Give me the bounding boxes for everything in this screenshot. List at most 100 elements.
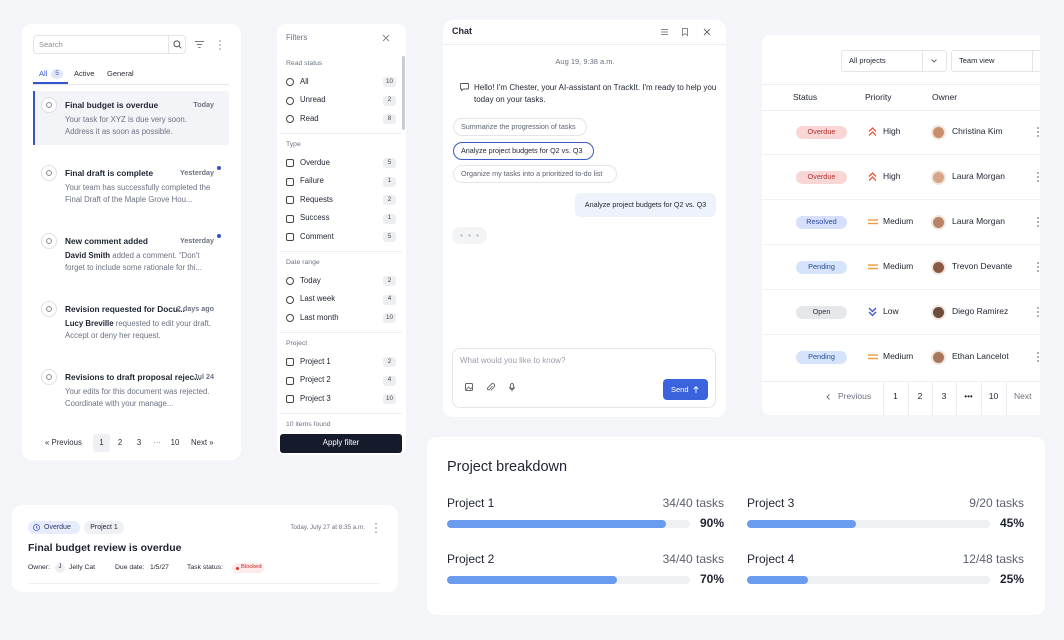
section-title: Type	[286, 140, 301, 148]
priority-label: Medium	[883, 351, 914, 362]
attach-icon-part	[487, 383, 496, 391]
mic-icon[interactable]	[509, 383, 515, 392]
checkbox[interactable]	[286, 214, 294, 223]
next-button[interactable]: Next »	[191, 437, 214, 447]
option-count: 10	[386, 394, 393, 402]
item-title: Revision requested for Docu...	[65, 303, 185, 314]
checkbox[interactable]	[286, 358, 294, 366]
close-icon[interactable]	[382, 34, 390, 42]
checkbox[interactable]	[286, 196, 294, 204]
count-badge	[383, 394, 396, 404]
checkbox[interactable]	[286, 177, 294, 186]
chat-input[interactable]	[452, 348, 716, 408]
radio-button[interactable]	[286, 78, 294, 86]
next-button[interactable]: Next	[1014, 391, 1032, 402]
tab-count: 5	[55, 69, 59, 77]
page-number[interactable]: 1	[893, 391, 898, 402]
list-icon[interactable]	[661, 29, 668, 35]
clock-icon	[33, 524, 40, 531]
row-menu-part	[1037, 262, 1039, 264]
tab-label[interactable]: Active	[74, 69, 95, 79]
row-menu[interactable]	[1037, 262, 1039, 272]
row-divider	[762, 154, 1040, 155]
close-icon[interactable]	[703, 28, 711, 36]
radio-button[interactable]	[286, 277, 294, 285]
image-icon-part	[465, 383, 473, 391]
suggestion-chip[interactable]	[453, 142, 594, 160]
page-number[interactable]: 10	[170, 437, 180, 447]
checkbox[interactable]	[286, 376, 294, 385]
row-menu[interactable]	[1037, 217, 1039, 227]
suggestion-chip[interactable]	[453, 118, 587, 136]
count-badge	[383, 158, 396, 168]
page-number[interactable]: 3	[941, 391, 947, 402]
send-button[interactable]	[663, 379, 708, 400]
progress-fill	[747, 520, 857, 528]
row-menu[interactable]	[1037, 127, 1039, 137]
count-badge	[383, 232, 396, 242]
page-number[interactable]: 10	[988, 391, 999, 402]
view-dropdown[interactable]	[951, 50, 1040, 72]
input-placeholder: What would you like to know?	[460, 355, 566, 365]
tab-label[interactable]: All	[39, 69, 48, 79]
row-menu[interactable]	[1037, 172, 1039, 182]
suggestion-chip[interactable]	[453, 165, 617, 183]
previous-button[interactable]: « Previous	[45, 437, 82, 447]
item-title: New comment added	[65, 235, 148, 246]
progress-label: 45%	[999, 516, 1024, 531]
project-dropdown[interactable]	[841, 50, 947, 72]
page-number[interactable]: 2	[917, 391, 923, 402]
more-button[interactable]	[219, 40, 221, 50]
bookmark-icon[interactable]	[682, 28, 688, 37]
option-label: Project 3	[300, 393, 331, 403]
filter-icon[interactable]	[195, 41, 204, 48]
search-input[interactable]	[33, 35, 186, 54]
page-number[interactable]: 3	[136, 437, 142, 447]
project-tasks: 34/40 tasks	[662, 552, 724, 567]
owner-avatar	[931, 214, 946, 230]
radio-button[interactable]	[286, 96, 294, 105]
item-glyph-part	[46, 102, 52, 108]
mic-icon-part	[509, 386, 515, 392]
section-title: Read status	[286, 59, 323, 67]
task-timestamp: Today, July 27 at 8:35 a.m.	[290, 523, 365, 531]
previous-button[interactable]: Previous	[838, 391, 872, 402]
apply-label: Apply filter	[322, 438, 360, 448]
tab-label[interactable]: General	[107, 69, 134, 79]
item-time: Yesterday	[180, 168, 214, 178]
radio-button[interactable]	[286, 295, 294, 304]
count-badge	[383, 114, 396, 124]
checkbox[interactable]	[286, 395, 294, 403]
image-icon[interactable]	[465, 383, 473, 391]
tag-label: Overdue	[44, 523, 71, 531]
option-label: Last week	[300, 294, 336, 304]
tag-label: Project 1	[90, 523, 118, 531]
row-menu[interactable]	[1037, 307, 1039, 317]
progress-label: 70%	[699, 572, 724, 587]
row-menu[interactable]	[1037, 352, 1039, 362]
project-tasks: 12/48 tasks	[962, 552, 1024, 567]
project-tasks: 9/20 tasks	[969, 496, 1024, 511]
apply-button[interactable]	[280, 434, 402, 453]
task-card	[12, 505, 398, 592]
radio-button[interactable]	[286, 314, 294, 322]
count-badge	[383, 77, 396, 87]
chat-panel	[443, 20, 726, 417]
option-label: Today	[300, 275, 321, 285]
task-menu[interactable]	[375, 523, 377, 533]
page-number[interactable]: 2	[117, 437, 123, 447]
checkbox[interactable]	[286, 233, 294, 241]
meta-label: Due date:	[115, 563, 145, 571]
status-pill	[796, 350, 847, 364]
checkbox[interactable]	[286, 159, 294, 167]
status-pill	[796, 170, 847, 184]
attach-icon[interactable]	[487, 383, 496, 392]
option-count: 10	[386, 77, 393, 85]
status-pill	[796, 305, 847, 319]
page-number[interactable]: 1	[99, 437, 104, 447]
project-name: Project 4	[747, 552, 795, 567]
search-button[interactable]	[168, 35, 186, 54]
item-glyph	[46, 170, 52, 176]
count-badge	[383, 357, 396, 367]
radio-button[interactable]	[286, 115, 294, 123]
